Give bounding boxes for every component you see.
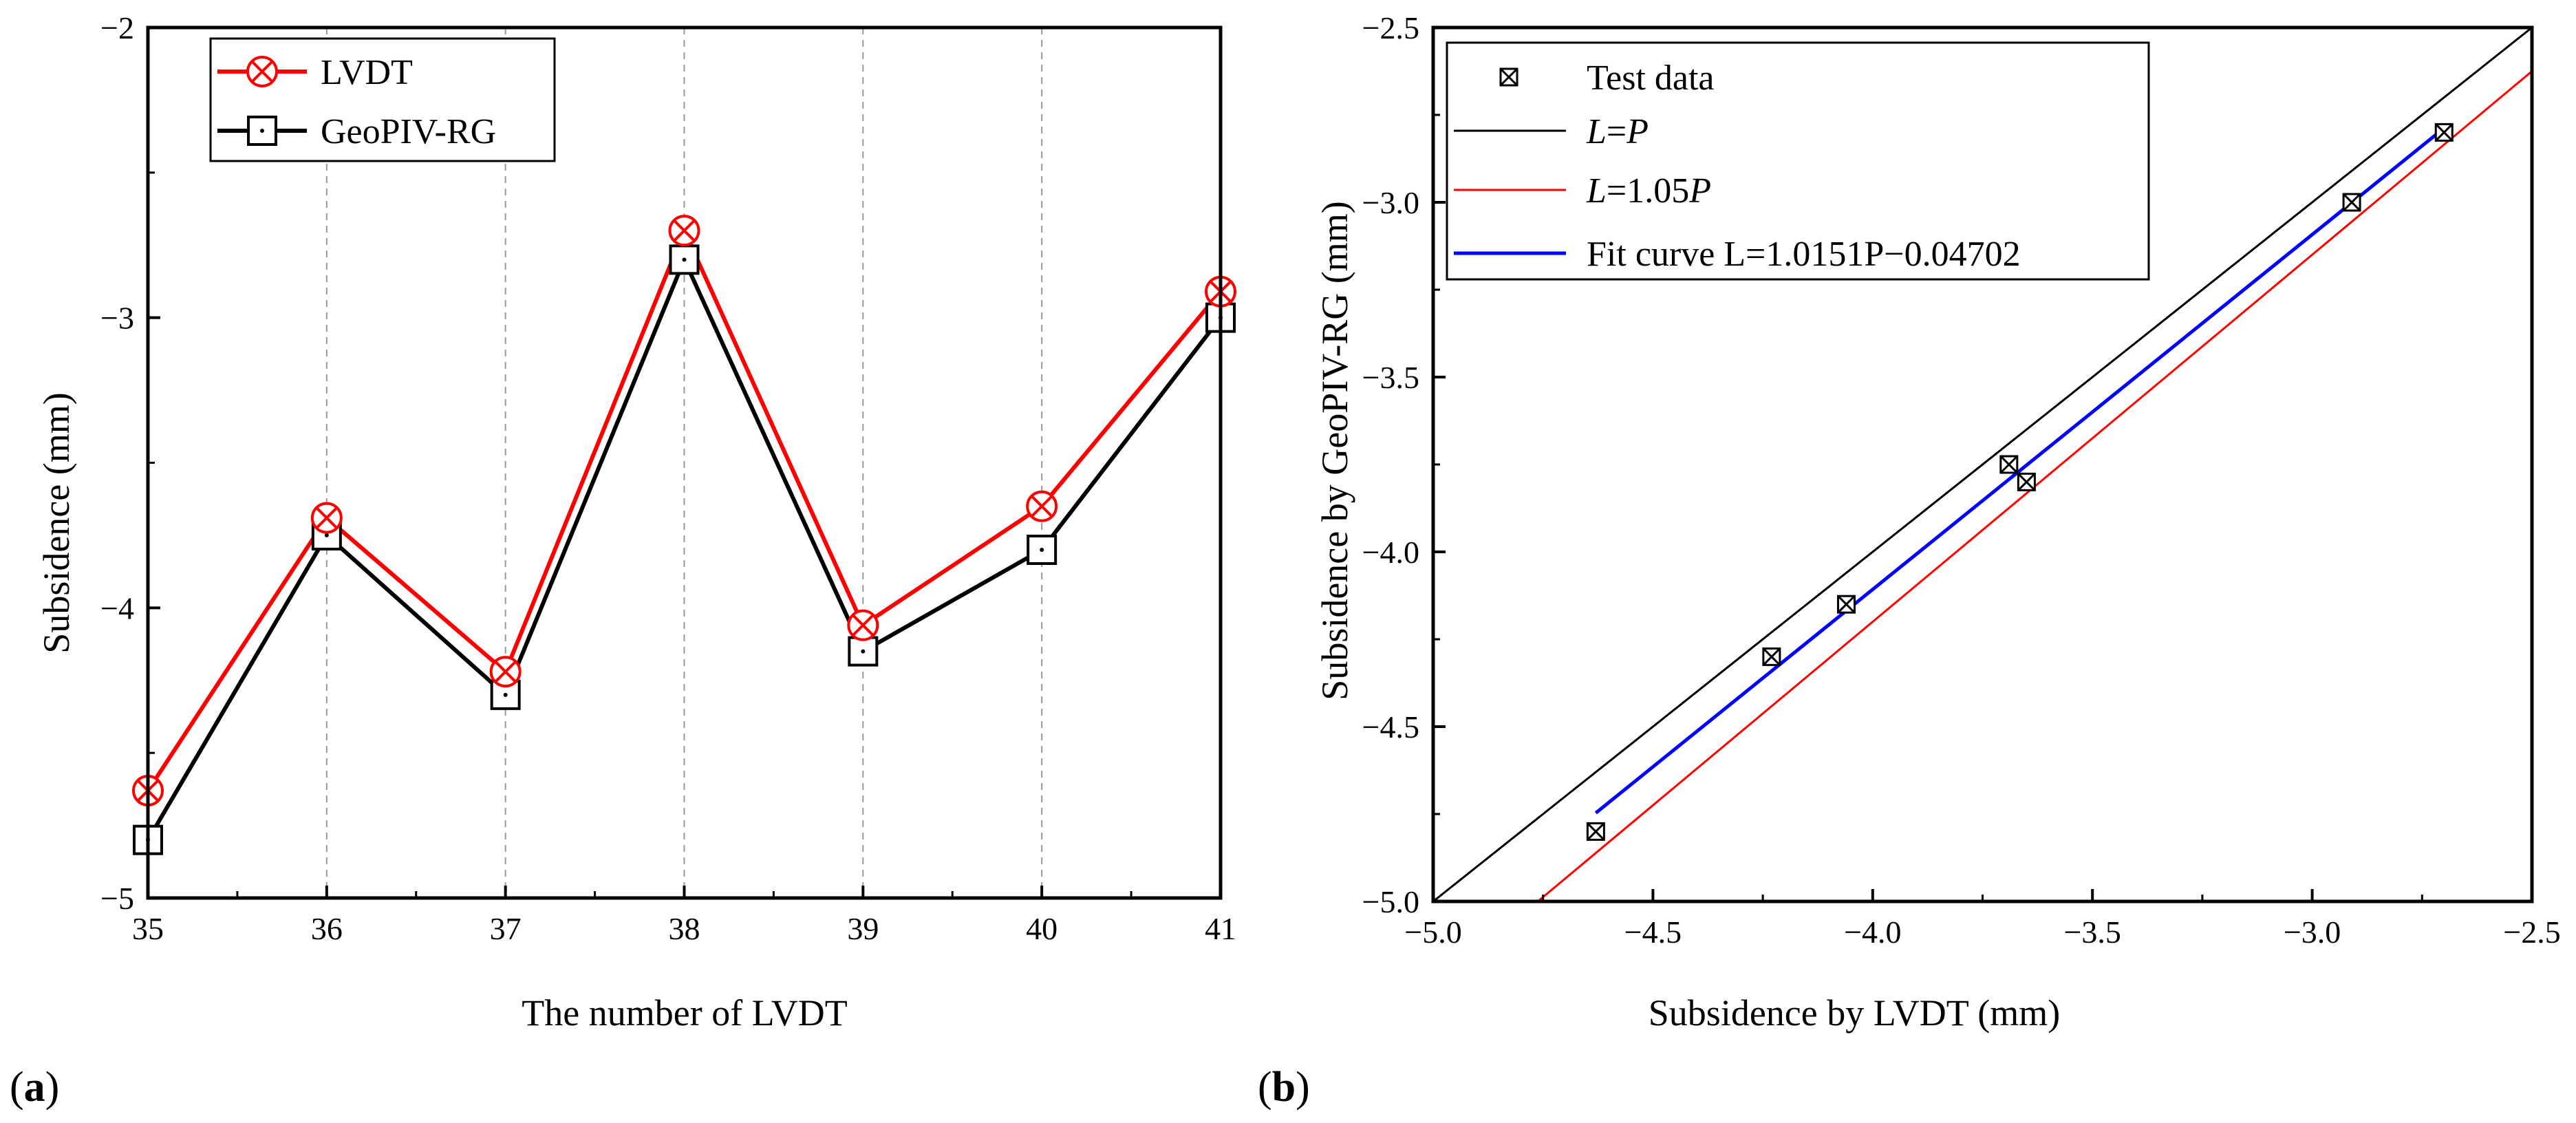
- b-x-tick-label: −4.5: [1624, 915, 1682, 950]
- a-x-tick-label: 35: [132, 911, 164, 946]
- b-legend-marker-cross: [1499, 67, 1518, 87]
- b-point-cross: [1999, 455, 2018, 474]
- a-gridlines: [325, 28, 1043, 898]
- a-legend-label-geopiv: GeoPIV-RG: [321, 112, 496, 151]
- b-test-data-point: [1836, 595, 1856, 614]
- a-y-tick-label: −4: [100, 590, 134, 625]
- a-y-tick-label: −2: [100, 10, 134, 45]
- b-test-data-point: [2017, 472, 2036, 491]
- a-geopiv-marker-dot: [1040, 548, 1044, 552]
- b-legend-label-part: P: [1688, 171, 1711, 211]
- a-lvdt-marker-cross: [852, 614, 874, 637]
- a-x-tick-label: 38: [669, 911, 700, 946]
- a-geopiv-marker-dot: [861, 649, 866, 654]
- b-x-tick-label: −3.0: [2284, 915, 2341, 950]
- a-lvdt-point: [310, 502, 343, 534]
- b-point-cross: [1587, 822, 1605, 841]
- b-point-cross: [1762, 648, 1781, 666]
- b-test-data-point: [1999, 455, 2019, 474]
- a-legend: LVDT GeoPIV-RG: [209, 37, 556, 162]
- b-test-data-point: [1586, 822, 1605, 841]
- a-x-tick-label: 39: [847, 911, 879, 946]
- panel-label-a: (a): [10, 1064, 59, 1111]
- b-legend-label-part: L: [1586, 171, 1607, 211]
- b-y-tick-label: −4.5: [1362, 709, 1419, 745]
- b-point-cross: [2343, 193, 2361, 212]
- b-legend-label-part: =1.05: [1607, 171, 1689, 211]
- b-y-tick-label: −2.5: [1362, 10, 1419, 45]
- a-y-axis-label: Subsidence (mm): [36, 392, 77, 653]
- a-axis-ticks: 35 36 37 38 39 40 41 −5 −4 −3 −2: [100, 10, 1236, 946]
- panel-b-chart: −5.0 −4.5 −4.0 −3.5 −3.0 −2.5 −5.0 −4.5 −4.0 −3.5…: [1258, 10, 2561, 1111]
- b-y-tick-label: −3.0: [1362, 185, 1419, 220]
- b-point-cross: [2435, 123, 2454, 142]
- a-x-tick-label: 37: [490, 911, 522, 946]
- b-test-data-point: [2342, 193, 2361, 212]
- a-x-tick-label: 41: [1205, 911, 1236, 946]
- a-lvdt-point: [668, 215, 700, 247]
- b-x-tick-label: −3.5: [2063, 915, 2121, 950]
- a-legend-marker-geopiv: [247, 116, 277, 146]
- a-legend-label-lvdt: LVDT: [321, 53, 413, 92]
- b-x-tick-label: −5.0: [1404, 915, 1461, 950]
- b-legend-label-l-1-05p: L=1.05P: [1586, 171, 1711, 211]
- b-legend-label-test-data: Test data: [1587, 58, 1715, 98]
- b-legend-box: [1446, 41, 2150, 281]
- a-geopiv-marker-square: [1027, 535, 1058, 565]
- b-test-data-points: [1586, 122, 2454, 841]
- a-geopiv-marker-dot: [324, 533, 329, 537]
- a-lvdt-marker-cross: [494, 660, 517, 683]
- b-y-tick-label: −4.0: [1362, 535, 1419, 570]
- a-y-tick-label: −5: [100, 881, 134, 916]
- b-line-fit-curve: [1594, 127, 2445, 815]
- b-reference-lines: [1433, 28, 2532, 901]
- b-y-axis-label: Subsidence by GeoPIV-RG (mm): [1314, 201, 1355, 700]
- a-lvdt-point: [489, 656, 522, 688]
- a-legend-marker-geopiv-dot: [260, 129, 264, 133]
- panel-a-chart: 35 36 37 38 39 40 41 −5 −4 −3 −2 The number of LVD…: [10, 10, 1236, 1111]
- b-legend-label-part: P: [1626, 112, 1649, 151]
- a-geopiv-point: [1027, 535, 1058, 565]
- b-y-tick-label: −3.5: [1362, 360, 1419, 395]
- b-x-axis-label: Subsidence by LVDT (mm): [1649, 992, 2060, 1034]
- a-geopiv-marker-dot: [682, 257, 687, 262]
- b-x-tick-label: −4.0: [1844, 915, 1901, 950]
- b-x-tick-label: −2.5: [2503, 915, 2560, 950]
- a-geopiv-point: [848, 636, 879, 667]
- b-legend-label-part: =: [1607, 112, 1627, 151]
- b-legend-label-l-equals-p: L=P: [1586, 112, 1649, 151]
- b-point-cross: [2017, 473, 2036, 491]
- a-lvdt-marker-cross: [315, 506, 339, 529]
- a-geopiv-marker-dot: [503, 692, 508, 697]
- b-line-l-1-05p: [1536, 70, 2532, 901]
- b-test-data-point: [1762, 647, 1781, 666]
- b-y-tick-label: −5.0: [1362, 884, 1419, 919]
- a-lvdt-point: [847, 609, 879, 641]
- a-lvdt-marker-cross: [1030, 495, 1053, 517]
- b-legend-label-part: Fit curve L=1.0151P−0.04702: [1587, 235, 2021, 274]
- b-line-l-equals-p: [1433, 28, 2532, 901]
- b-test-data-point: [2434, 122, 2454, 142]
- a-series: [132, 215, 1236, 855]
- b-legend-label-part: L: [1586, 112, 1607, 151]
- b-legend-label-fit-curve: Fit curve L=1.0151P−0.04702: [1587, 235, 2021, 274]
- a-x-axis-label: The number of LVDT: [522, 992, 847, 1034]
- a-x-tick-label: 40: [1026, 911, 1058, 946]
- a-legend-marker-lvdt-cross: [250, 60, 274, 83]
- b-point-cross: [1837, 595, 1856, 614]
- panel-label-a-letter: a: [24, 1064, 45, 1111]
- a-lvdt-point: [1026, 490, 1058, 522]
- panel-label-b: (b): [1258, 1064, 1310, 1111]
- a-x-tick-label: 36: [311, 911, 343, 946]
- a-y-tick-label: −3: [100, 301, 134, 336]
- b-axis-ticks: −5.0 −4.5 −4.0 −3.5 −3.0 −2.5 −5.0 −4.5 −4.0 −3.5…: [1362, 10, 2561, 950]
- a-lvdt-marker-cross: [673, 219, 696, 242]
- a-geopiv-point: [669, 244, 700, 275]
- panel-label-b-letter: b: [1272, 1064, 1296, 1111]
